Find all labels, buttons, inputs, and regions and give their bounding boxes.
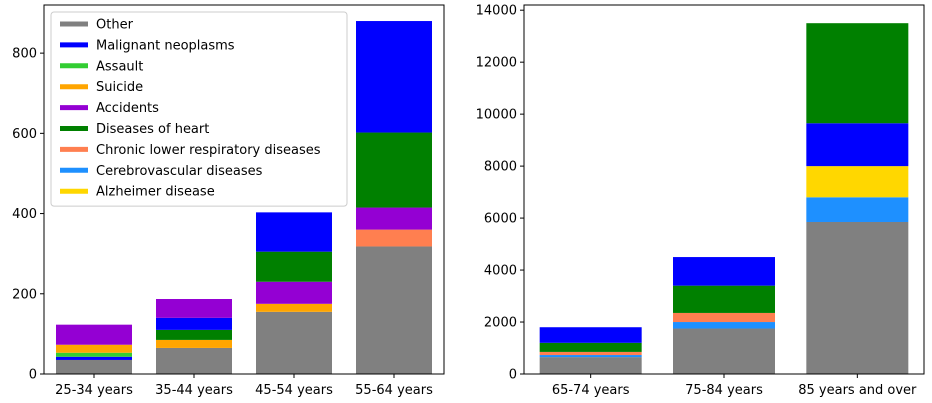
legend-box [50,11,348,207]
legend-label: Diseases of heart [96,122,209,137]
chart-left: 0 200 400 600 800 25-34 years 35-44 years 45-54… [12,4,445,398]
bar-segment-55-64-years-0 [356,246,432,374]
bar-segment-65-74-years-0 [539,357,642,374]
bar-segment-75-84-years-2 [673,312,775,323]
y-tick-label: 6000 [484,212,517,227]
legend-label: Chronic lower respiratory diseases [96,143,321,158]
bar-segment-75-84-years-4 [673,285,775,313]
x-tick-label: 75-84 years [685,383,763,398]
x-tick-label: 55-64 years [355,383,433,398]
bar-segment-25-34-years-5 [56,344,132,353]
y-tick-label: 14000 [476,4,517,19]
y-tick-label: 2000 [484,316,517,331]
bar-segment-45-54-years-5 [256,303,332,312]
bar-segment-35-44-years-0 [156,347,232,374]
bar-segment-85-years-and-over-0 [806,221,909,374]
y-tick-label: 10000 [476,108,517,123]
y-tick-label: 0 [29,368,37,383]
bar-segment-55-64-years-8 [356,207,432,230]
legend-label: Alzheimer disease [96,185,215,200]
legend-label: Other [96,18,134,33]
bar-segment-85-years-and-over-5 [806,123,909,167]
bar-segment-65-74-years-4 [539,342,642,352]
y-tick-label: 4000 [484,264,517,279]
bar-segment-35-44-years-7 [156,317,232,330]
bar-segment-25-34-years-8 [56,324,132,345]
bar-segment-75-84-years-5 [673,257,775,286]
x-tick-label: 45-54 years [255,383,333,398]
bar-segment-45-54-years-9 [256,251,332,282]
bar-segment-65-74-years-5 [539,327,642,343]
bar-segment-55-64-years-2 [356,229,432,247]
bar-segment-85-years-and-over-6 [806,23,909,124]
bar-segment-75-84-years-0 [673,328,775,374]
legend-label: Cerebrovascular diseases [96,164,263,179]
bar-segment-45-54-years-10 [256,212,332,252]
bar-segment-65-74-years-1 [539,355,642,358]
chart-right: 0 2000 4000 6000 8000 10000 12000 14000 65-74 ye… [476,4,925,398]
bar-segment-55-64-years-10 [356,21,432,133]
bar-segment-45-54-years-0 [256,311,332,374]
legend-label: Assault [96,59,143,74]
legend-label: Malignant neoplasms [96,38,235,53]
y-tick-label: 800 [12,47,37,62]
bar-segment-35-44-years-5 [156,339,232,348]
axes-frame [43,4,445,375]
bar-segment-35-44-years-8 [156,299,232,318]
x-tick-label: 85 years and over [798,383,917,398]
y-tick-label: 200 [12,287,37,302]
bar-segment-25-34-years-4 [56,352,132,357]
x-tick-label: 35-44 years [155,383,233,398]
legend: Other Malignant neoplasms Assault Suicide Ac… [50,11,348,207]
x-tick-label: 65-74 years [552,383,630,398]
legend-label: Suicide [96,80,143,95]
x-tick-label: 25-34 years [55,383,133,398]
bar-segment-65-74-years-2 [539,351,642,356]
y-tick-label: 8000 [484,160,517,175]
y-tick-label: 0 [509,368,517,383]
bar-segment-35-44-years-6 [156,329,232,340]
bar-segment-55-64-years-9 [356,132,432,208]
bar-segment-75-84-years-1 [673,322,775,329]
bar-segment-85-years-and-over-3 [806,166,909,198]
bar-segment-25-34-years-3 [56,356,132,360]
y-tick-label: 400 [12,207,37,222]
bar-segment-85-years-and-over-1 [806,197,909,222]
y-tick-label: 600 [12,127,37,142]
bar-segment-25-34-years-0 [56,359,132,374]
legend-label: Accidents [96,101,159,116]
bar-segment-45-54-years-8 [256,281,332,304]
y-tick-label: 12000 [476,56,517,71]
